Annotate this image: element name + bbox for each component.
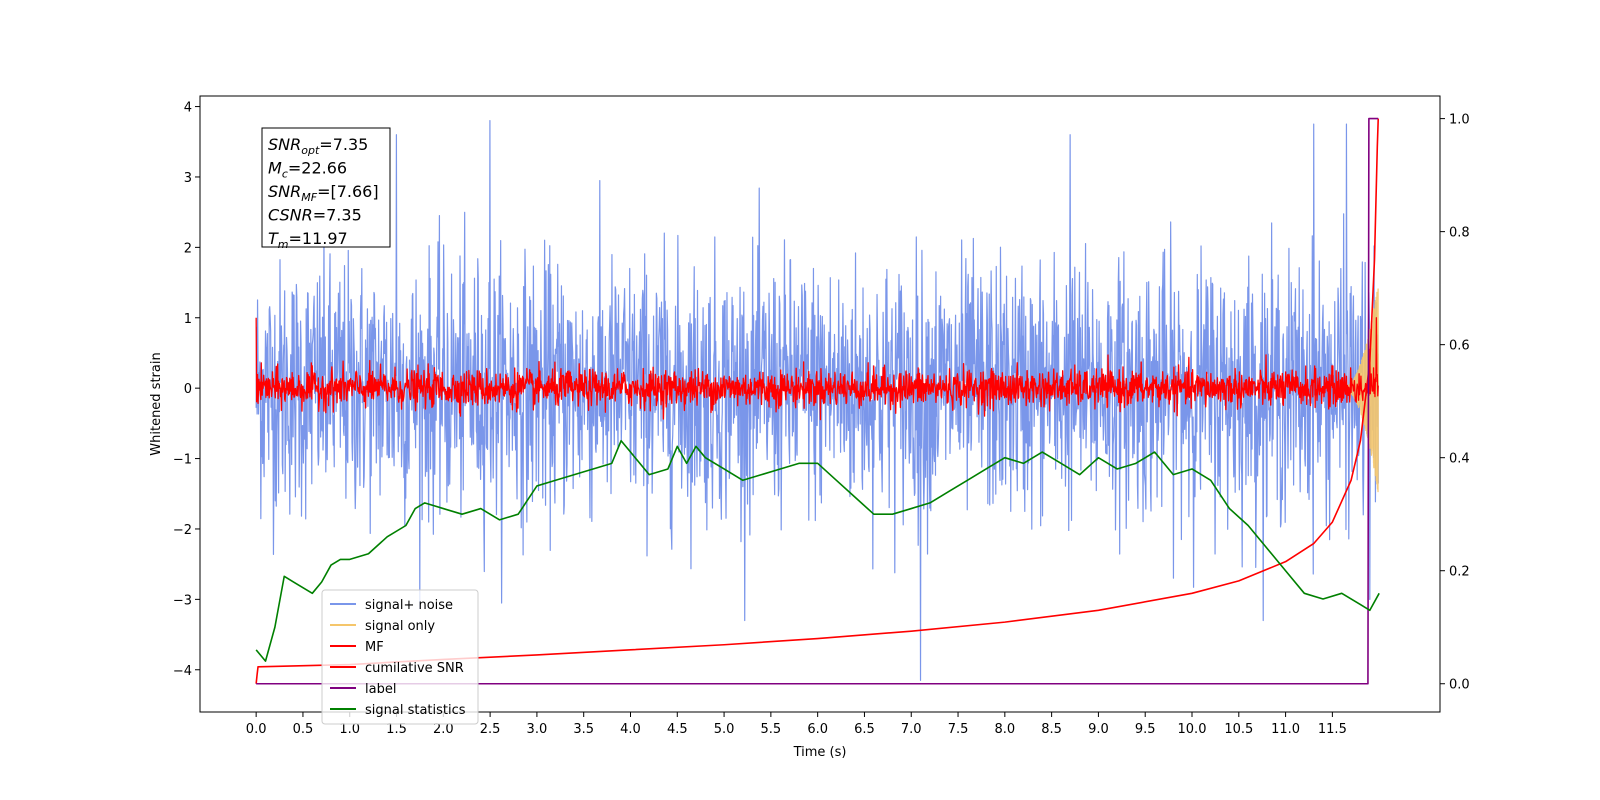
legend-box [321,589,479,725]
x-tick-label: 3.5 [573,722,594,737]
legend: signal+ noise signal only MF cumilative SNR… [321,589,479,725]
stats-subscript: opt [301,144,320,157]
stats-symbol: CSNR [268,206,313,225]
y2-tick-label: 0.0 [1449,678,1470,693]
stats-line: Tm=11.97 [268,229,348,251]
y2-tick-label: 0.4 [1449,452,1470,467]
x-tick-label: 7.0 [901,722,922,737]
x-tick-label: 4.5 [667,722,688,737]
x-tick-label: 7.5 [948,722,969,737]
stats-symbol: T [268,229,279,248]
y-tick-label: −3 [173,593,192,608]
y2-tick-label: 0.8 [1449,226,1470,241]
y-tick-label: 1 [184,312,192,327]
y-tick-label: 3 [184,171,192,186]
y-axis-label: Whitened strain [149,352,164,455]
legend-label: label [365,682,396,697]
legend-label: signal statistics [365,703,466,718]
x-tick-label: 2.5 [480,722,501,737]
series-label [256,117,1379,685]
y-tick-label: −1 [173,453,192,468]
stats-subscript: c [282,168,288,181]
y-tick-label: 0 [184,382,192,397]
x-tick-label: 5.5 [761,722,782,737]
x-tick-label: 10.5 [1224,722,1253,737]
series-mf [255,317,1379,421]
x-tick-label: 8.5 [1041,722,1062,737]
x-tick-label: 6.0 [807,722,828,737]
x-tick-label: 3.0 [527,722,548,737]
stats-line: SNRopt=7.35 [268,135,368,157]
stats-symbol: SNR [268,135,301,154]
x-tick-label: 11.5 [1318,722,1347,737]
x-tick-label: 2.0 [433,722,454,737]
legend-label: signal+ noise [365,598,453,613]
x-tick-label: 9.0 [1088,722,1109,737]
x-tick-label: 1.0 [339,722,360,737]
stats-symbol: M [268,159,282,178]
stats-symbol: SNR [268,182,301,201]
legend-label: cumilative SNR [365,661,464,676]
stats-subscript: m [278,238,289,251]
x-tick-label: 0.0 [246,722,267,737]
y-tick-label: 2 [184,241,192,256]
x-tick-label: 1.5 [386,722,407,737]
x-tick-label: 10.0 [1178,722,1207,737]
stats-subscript: MF [301,191,317,204]
x-tick-label: 0.5 [293,722,314,737]
y2-tick-label: 0.2 [1449,565,1470,580]
stats-value: =[7.66] [317,182,379,201]
stats-annotation: SNRopt=7.35Mc=22.66SNRMF=[7.66]CSNR=7.35… [261,127,391,251]
y-tick-label: −4 [173,664,192,679]
legend-label: MF [365,640,384,655]
x-tick-label: 4.0 [620,722,641,737]
y2-tick-label: 0.6 [1449,339,1470,354]
stats-line: SNRMF=[7.66] [268,182,379,204]
stats-value: =7.35 [313,206,362,225]
x-tick-label: 8.0 [994,722,1015,737]
stats-box [261,127,391,248]
stats-value: =22.66 [288,159,347,178]
y-tick-label: 4 [184,101,192,116]
axes-layer: 0.0 0.5 1.0 1.5 2.0 2.5 3.0 3.5 4.0 4.5 5.0 5.5 6.0 6… [149,101,1470,760]
stats-line: Mc=22.66 [268,159,347,181]
series-signal-noise [255,120,1379,681]
y-tick-label: −2 [173,523,192,538]
stats-value: =7.35 [319,135,368,154]
x-tick-label: 11.0 [1271,722,1300,737]
stats-value: =11.97 [289,229,348,248]
x-tick-label: 5.0 [714,722,735,737]
x-tick-label: 6.5 [854,722,875,737]
series-signal-statistics [255,439,1380,662]
plot-frame [199,95,1441,713]
stats-line: CSNR=7.35 [268,206,362,225]
x-tick-label: 9.5 [1135,722,1156,737]
y2-tick-label: 1.0 [1449,113,1470,128]
legend-label: signal only [365,619,435,634]
x-axis-label: Time (s) [793,745,847,760]
